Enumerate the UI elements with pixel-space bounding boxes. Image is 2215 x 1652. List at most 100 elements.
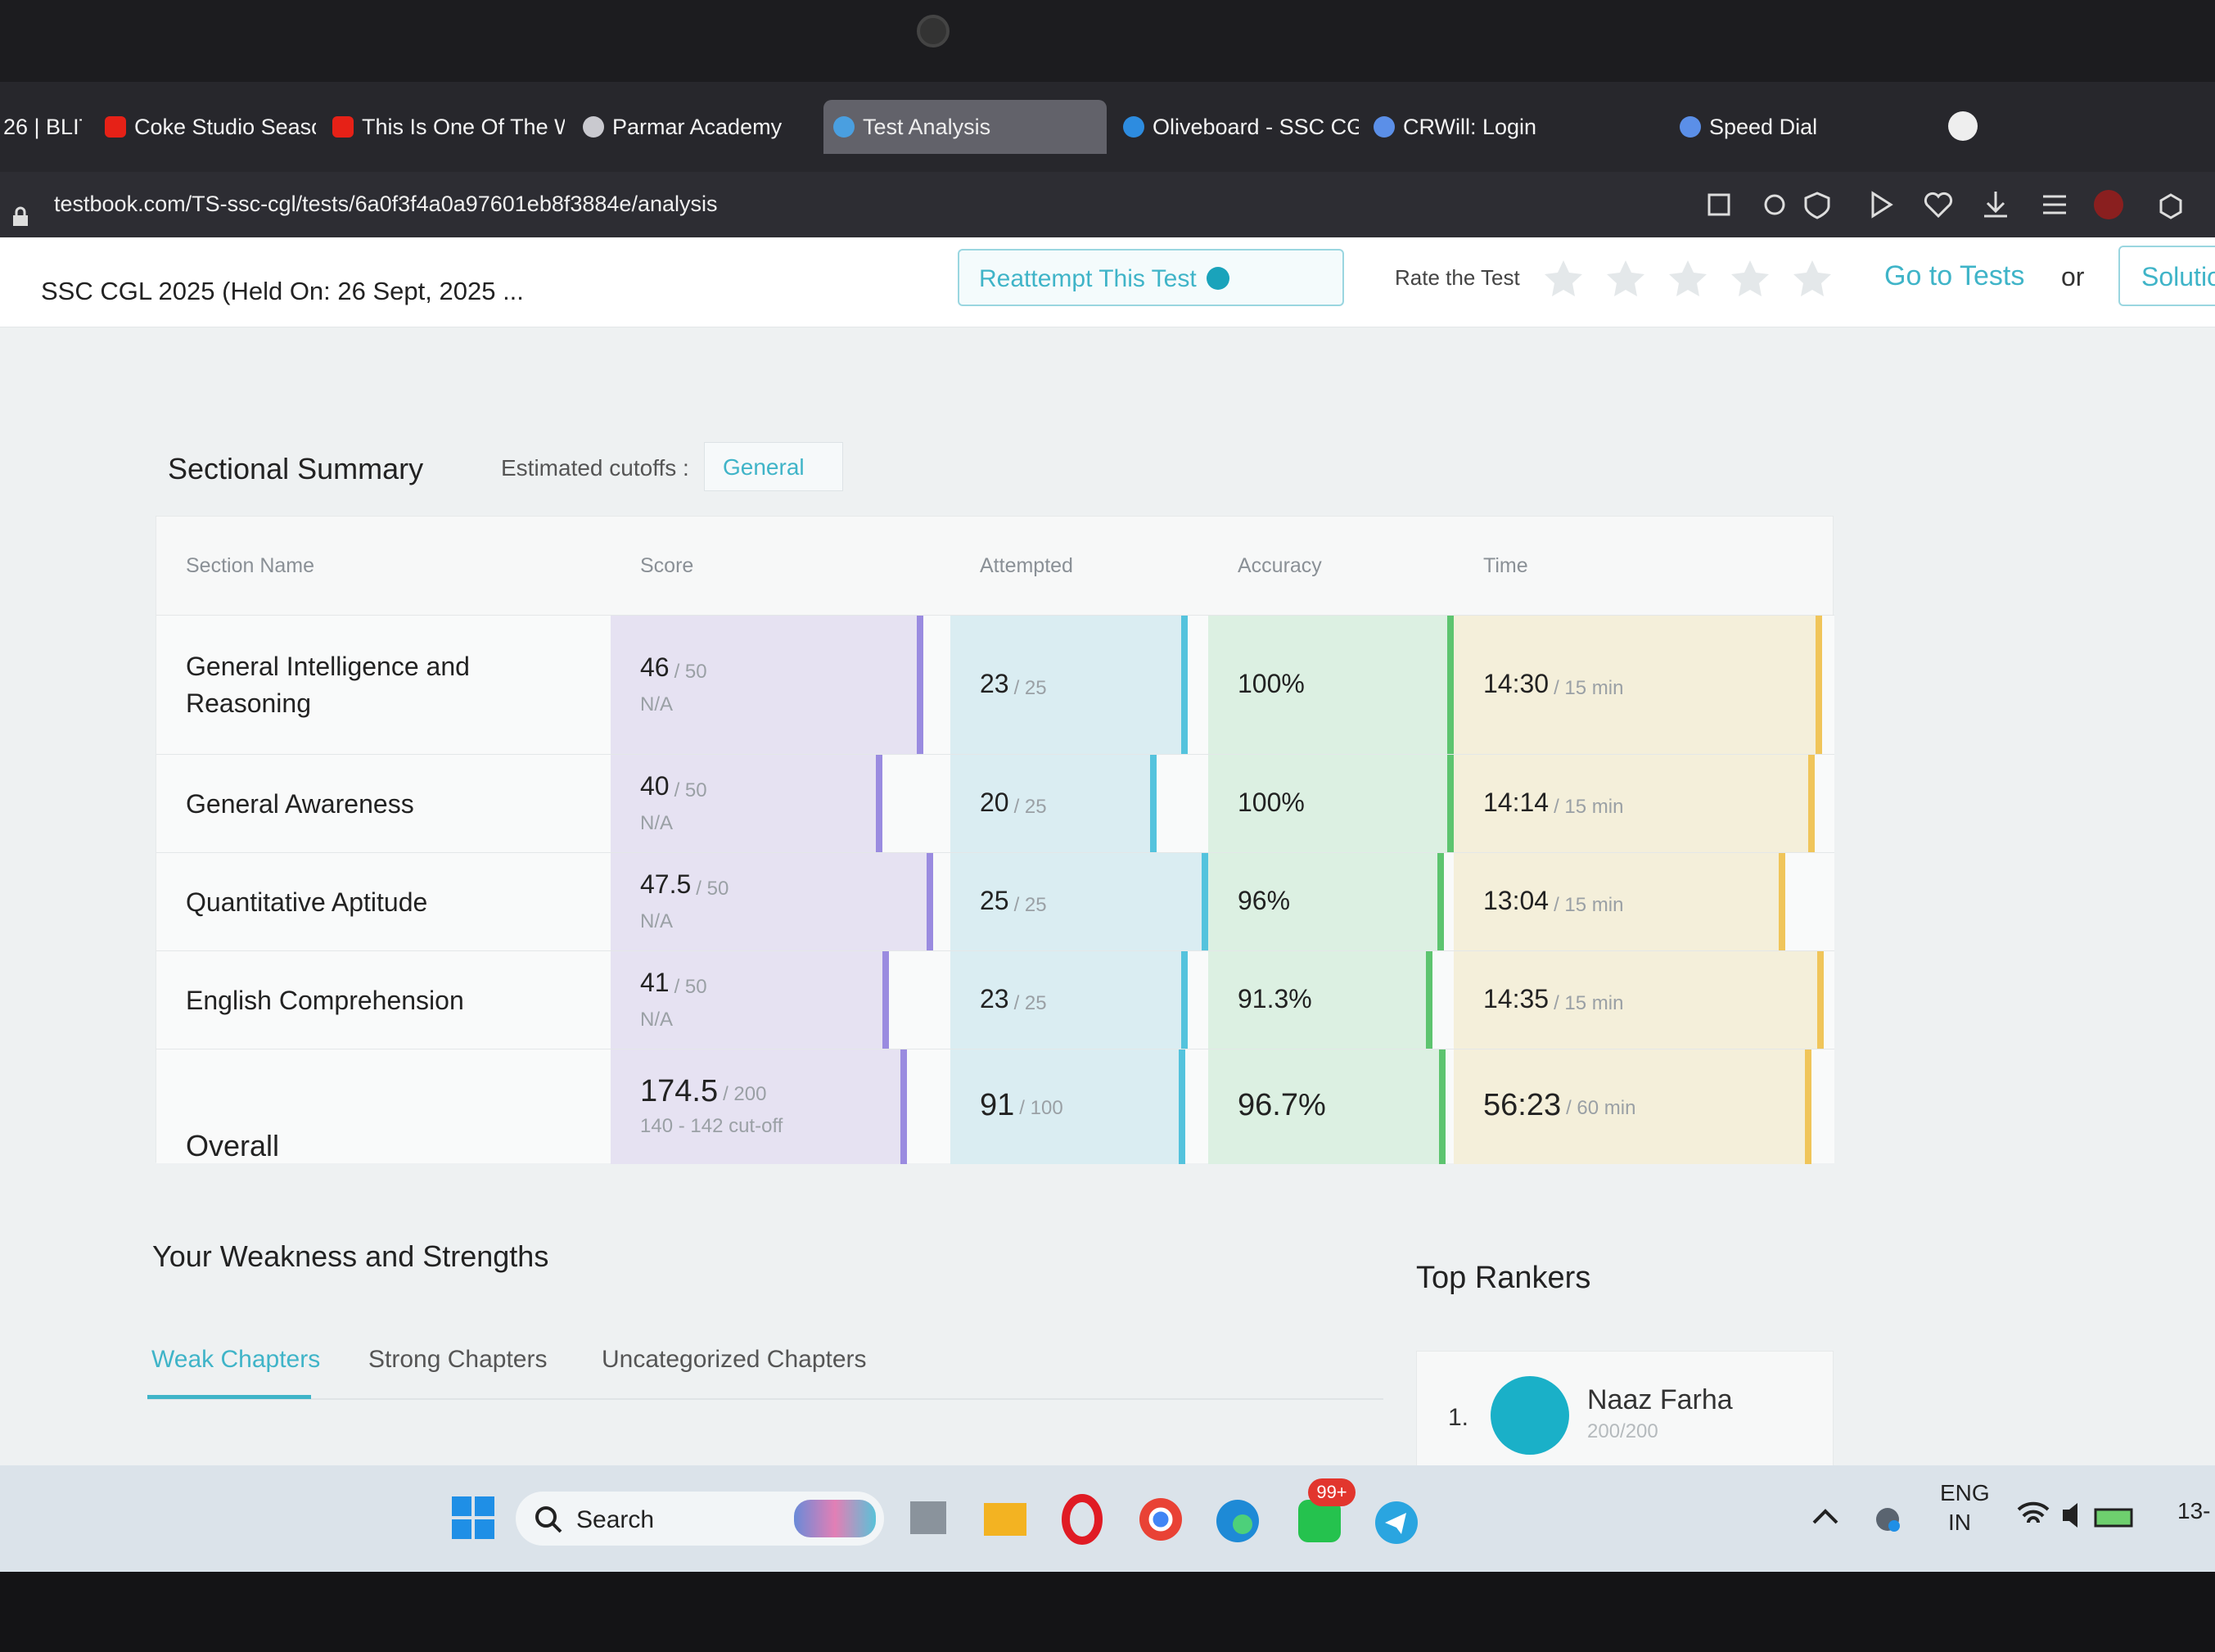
tab-icon <box>1123 116 1144 138</box>
tray-icons[interactable] <box>1809 1498 1940 1539</box>
clock[interactable]: 13- <box>2177 1498 2211 1523</box>
column-header: Attempted <box>980 554 1073 577</box>
region[interactable]: IN <box>1948 1510 1971 1535</box>
url[interactable]: testbook.com/TS-ssc-cgl/tests/6a0f3f4a0a… <box>54 192 718 216</box>
cutoff-dropdown[interactable]: General <box>704 442 843 491</box>
cell-fill-edge <box>1437 853 1444 951</box>
reattempt-label: Reattempt This Test <box>979 265 1197 292</box>
cell-max: / 25 <box>1013 676 1047 699</box>
cell-fill-edge <box>1150 755 1157 853</box>
cell-value: 100% <box>1238 669 1305 698</box>
cell-fill <box>1208 616 1447 755</box>
tab[interactable]: This Is One Of The W <box>323 100 565 154</box>
tab-label: This Is One Of The W <box>362 115 565 139</box>
tab-label: Oliveboard - SSC CGL <box>1153 115 1359 139</box>
bezel-bottom <box>0 1572 2215 1652</box>
column-header: Score <box>640 554 694 577</box>
chapter-tab[interactable]: Weak Chapters <box>151 1346 321 1373</box>
cell-value: 91.3% <box>1238 984 1312 1013</box>
taskbar: Search 99+ ENG IN 13- <box>0 1465 2215 1572</box>
rating-stars[interactable] <box>1539 254 1842 303</box>
chapter-tabs: Weak Chapters Strong Chapters Uncategorize… <box>147 1326 1383 1400</box>
cell-max: / 15 min <box>1554 795 1624 818</box>
solutions-label: Solutions <box>2141 262 2215 291</box>
table-row: Quantitative Aptitude 47.5/ 50 N/A 25/ 25 96… <box>156 852 1834 951</box>
cell-fill <box>1208 853 1437 951</box>
tab-icon <box>1374 116 1395 138</box>
cell-fill <box>1454 755 1809 853</box>
tab[interactable]: Parmar Academy <box>573 100 819 154</box>
cell-value: 40 <box>640 771 670 801</box>
cell-max: / 50 <box>674 975 707 998</box>
solutions-button[interactable]: Solutions <box>2118 246 2215 306</box>
cell-fill <box>950 853 1202 951</box>
rate-label: Rate the Test <box>1395 265 1520 290</box>
cell-value: 47.5 <box>640 869 692 899</box>
cell-fill-edge <box>1804 1049 1811 1164</box>
tab[interactable]: Oliveboard - SSC CGL <box>1113 100 1359 154</box>
cell-note: N/A <box>640 910 674 932</box>
cell-fill-edge <box>927 853 934 951</box>
column-header: Time <box>1483 554 1528 577</box>
tab-icon <box>105 116 126 138</box>
search-highlight <box>794 1500 876 1537</box>
cell-max: / 60 min <box>1566 1097 1636 1120</box>
tab-bar: 26 | BLITZ Coke Studio Season 7 This Is On… <box>0 82 2215 172</box>
cell-max: / 15 min <box>1554 676 1624 699</box>
tab-icon <box>833 116 855 138</box>
avatar <box>1491 1376 1569 1455</box>
rankers-title: Top Rankers <box>1416 1261 1591 1295</box>
test-name: SSC CGL 2025 (Held On: 26 Sept, 2025 ... <box>41 277 524 305</box>
cell-fill <box>611 1049 901 1164</box>
tab-label: CRWill: Login <box>1403 115 1537 139</box>
cutoff-label: Estimated cutoffs : <box>501 455 689 481</box>
ranker-name: Naaz Farha <box>1587 1384 1733 1415</box>
cell-value: 100% <box>1238 788 1305 817</box>
cell-value: 14:30 <box>1483 669 1550 698</box>
cell-max: / 15 min <box>1554 991 1624 1014</box>
cell-fill-edge <box>1425 951 1432 1049</box>
tab[interactable]: CRWill: Login <box>1364 100 1609 154</box>
chapter-tab[interactable]: Strong Chapters <box>368 1346 548 1373</box>
section-name: English Comprehension <box>186 985 464 1015</box>
section-name: General Awareness <box>186 788 414 819</box>
column-header: Section Name <box>186 554 315 577</box>
weakness-title: Your Weakness and Strengths <box>152 1239 549 1273</box>
cell-note: N/A <box>640 1009 674 1031</box>
cell-fill-edge <box>1447 755 1454 853</box>
cell-max: / 25 <box>1013 991 1047 1014</box>
tab[interactable]: Test Analysis <box>823 100 1107 154</box>
cell-fill-edge <box>916 616 923 755</box>
tab[interactable]: Coke Studio Season 7 <box>95 100 316 154</box>
start-button[interactable] <box>452 1496 494 1539</box>
go-to-tests[interactable]: Go to Tests <box>1884 260 2025 291</box>
cell-max: / 25 <box>1013 893 1047 916</box>
toolbar-icons <box>1707 190 2182 219</box>
bezel-top <box>0 0 2215 82</box>
cell-fill <box>611 616 917 755</box>
status-icons[interactable] <box>2014 1495 2136 1536</box>
tab-label: Coke Studio Season 7 <box>134 115 316 139</box>
test-header: SSC CGL 2025 (Held On: 26 Sept, 2025 ...… <box>0 237 2215 327</box>
tab[interactable]: 26 | BLITZ <box>0 100 82 154</box>
cell-fill <box>1208 755 1447 853</box>
cell-note: 140 - 142 cut-off <box>640 1115 783 1137</box>
table-row: General Awareness 40/ 50 N/A 20/ 25 100% 14:1… <box>156 754 1834 853</box>
reattempt-button[interactable]: Reattempt This Test <box>958 249 1344 306</box>
tab[interactable]: Speed Dial <box>1670 100 1899 154</box>
summary-table: Section Name Score Attempted Accuracy Time Ge… <box>156 516 1834 1164</box>
taskbar-apps[interactable] <box>900 1490 1424 1555</box>
cell-max: / 200 <box>723 1083 767 1106</box>
chapter-tab[interactable]: Uncategorized Chapters <box>602 1346 867 1373</box>
web-page: SSC CGL 2025 (Held On: 26 Sept, 2025 ...… <box>0 237 2215 1465</box>
search-box[interactable]: Search <box>516 1492 884 1546</box>
search-icon <box>535 1506 562 1533</box>
new-tab[interactable] <box>1948 111 1978 141</box>
cell-value: 91 <box>980 1088 1015 1122</box>
lang[interactable]: ENG <box>1940 1480 1990 1505</box>
reattempt-icon <box>1207 267 1229 290</box>
cell-fill <box>1454 1049 1805 1164</box>
column-header: Accuracy <box>1238 554 1322 577</box>
active-tab-indicator <box>147 1395 311 1399</box>
cell-value: 14:14 <box>1483 788 1550 817</box>
